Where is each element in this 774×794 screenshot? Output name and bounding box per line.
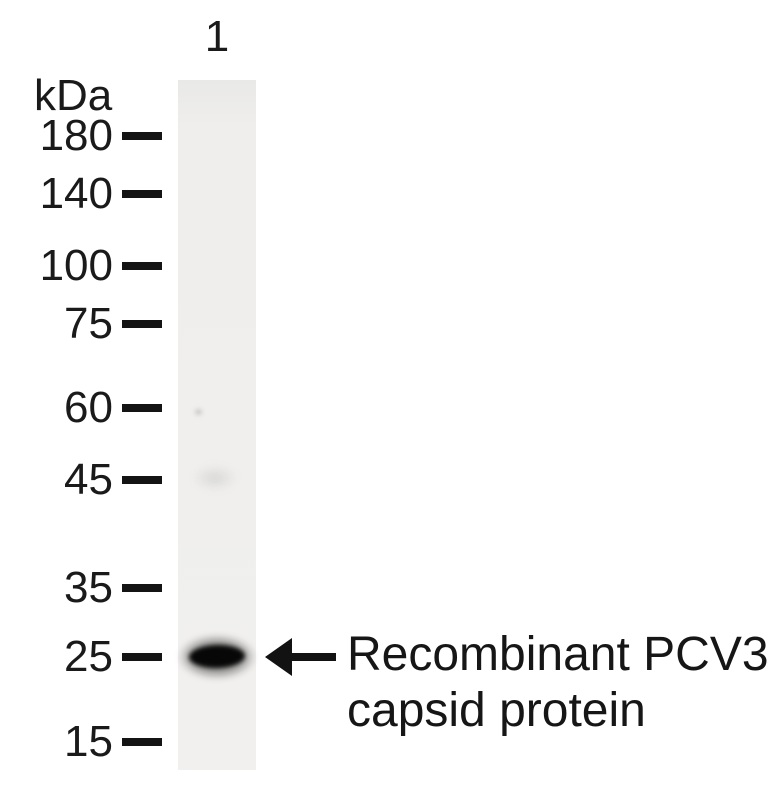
marker-weight-label: 35: [64, 563, 113, 612]
ladder-marker-60: 60: [0, 386, 170, 430]
ladder-marker-45: 45: [0, 458, 170, 502]
marker-weight-label: 15: [64, 717, 113, 766]
left-arrow-icon: [265, 638, 336, 676]
marker-weight-label: 60: [64, 383, 113, 432]
ladder-marker-35: 35: [0, 566, 170, 610]
band-annotation: Recombinant PCV3 capsid protein: [347, 627, 769, 739]
marker-tick: [122, 738, 162, 746]
ladder-marker-100: 100: [0, 244, 170, 288]
band-annotation-line2: capsid protein: [347, 684, 646, 737]
marker-tick: [122, 584, 162, 592]
marker-tick: [122, 653, 162, 661]
kda-unit-label: kDa: [34, 71, 113, 120]
marker-tick: [122, 190, 162, 198]
marker-weight-label: 25: [64, 632, 113, 681]
marker-tick: [122, 404, 162, 412]
faint-speck: [195, 409, 202, 415]
band-annotation-line1: Recombinant PCV3: [347, 628, 769, 681]
ladder-marker-180: 180: [0, 114, 170, 158]
marker-weight-label: 100: [39, 241, 113, 290]
marker-weight-label: 140: [39, 169, 113, 218]
marker-weight-label: 45: [64, 455, 113, 504]
ladder-marker-140: 140: [0, 172, 170, 216]
marker-weight-label: 180: [39, 111, 113, 160]
gel-lane: [178, 80, 256, 770]
marker-tick: [122, 320, 162, 328]
ladder-marker-75: 75: [0, 302, 170, 346]
marker-tick: [122, 476, 162, 484]
marker-weight-label: 75: [64, 299, 113, 348]
lane-number-label: 1: [204, 12, 230, 61]
ladder-marker-25: 25: [0, 635, 170, 679]
marker-tick: [122, 132, 162, 140]
faint-smudge: [192, 465, 238, 491]
marker-tick: [122, 262, 162, 270]
ladder-marker-15: 15: [0, 720, 170, 764]
molecular-weight-ladder: 180 140 100 75 60 45 35 25 15: [0, 0, 170, 794]
